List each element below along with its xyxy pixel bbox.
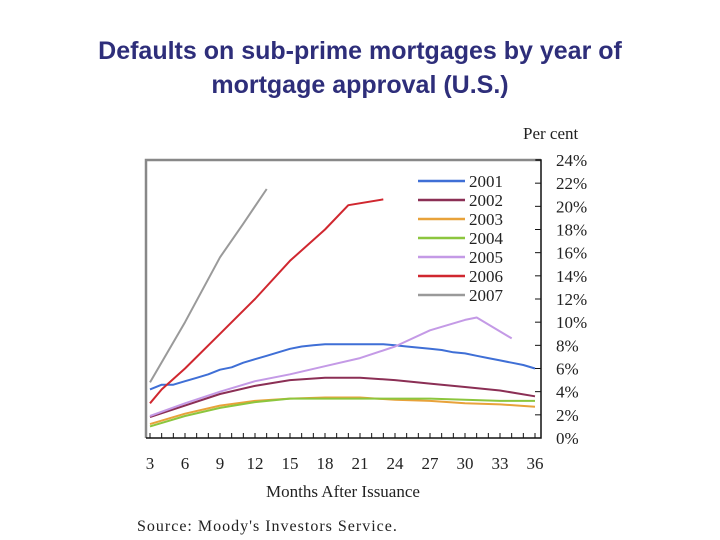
series-line-2001 (149, 343, 536, 391)
y-tick-label: 24% (556, 151, 587, 170)
plot-series (149, 188, 536, 428)
x-tick-label: 3 (146, 454, 155, 473)
y-axis-label: Per cent (523, 124, 579, 143)
y-axis: 0% 2% 4% 6% 8% 10% 12% 14% 16% 18% 20% 22% 24% Per ce… (523, 124, 587, 448)
series-line-2007 (149, 188, 268, 383)
x-tick-label: 21 (352, 454, 369, 473)
plot-border (144, 158, 541, 438)
series-line-2005 (149, 316, 513, 417)
source-note: Source: Moody's Investors Service. (137, 518, 398, 535)
y-tick-label: 14% (556, 267, 587, 286)
y-tick-label: 22% (556, 174, 587, 193)
chart-title: Defaults on sub-prime mortgages by year … (0, 34, 720, 102)
y-tick-label: 10% (556, 313, 587, 332)
y-tick-label: 16% (556, 244, 587, 263)
x-tick-label: 30 (457, 454, 474, 473)
x-tick-label: 15 (282, 454, 299, 473)
legend-label-2001: 2001 (469, 172, 503, 191)
legend-label-2002: 2002 (469, 191, 503, 210)
y-tick-label: 2% (556, 406, 579, 425)
series-line-2004 (149, 397, 535, 428)
x-tick-label: 12 (247, 454, 264, 473)
y-tick-label: 6% (556, 360, 579, 379)
series-line-2002 (149, 376, 536, 419)
x-tick-label: 18 (317, 454, 334, 473)
y-tick-label: 12% (556, 290, 587, 309)
y-tick-label: 8% (556, 336, 579, 355)
chart-title-line1: Defaults on sub-prime mortgages by year … (98, 37, 622, 65)
x-axis-label: Months After Issuance (266, 482, 420, 501)
series-line-2003 (149, 396, 536, 426)
x-tick-label: 36 (527, 454, 544, 473)
x-tick-label: 33 (492, 454, 509, 473)
legend-label-2005: 2005 (469, 248, 503, 267)
chart-title-line2: mortgage approval (U.S.) (211, 71, 509, 99)
x-tick-label: 24 (387, 454, 405, 473)
legend-label-2003: 2003 (469, 210, 503, 229)
y-tick-label: 4% (556, 383, 579, 402)
x-tick-label: 9 (216, 454, 225, 473)
legend-label-2007: 2007 (469, 286, 504, 305)
y-tick-label: 20% (556, 197, 587, 216)
series-line-2006 (149, 198, 384, 404)
legend-label-2004: 2004 (469, 229, 504, 248)
y-tick-label: 18% (556, 221, 587, 240)
y-tick-label: 0% (556, 429, 579, 448)
legend-label-2006: 2006 (469, 267, 503, 286)
x-tick-label: 27 (422, 454, 440, 473)
x-tick-label: 6 (181, 454, 190, 473)
